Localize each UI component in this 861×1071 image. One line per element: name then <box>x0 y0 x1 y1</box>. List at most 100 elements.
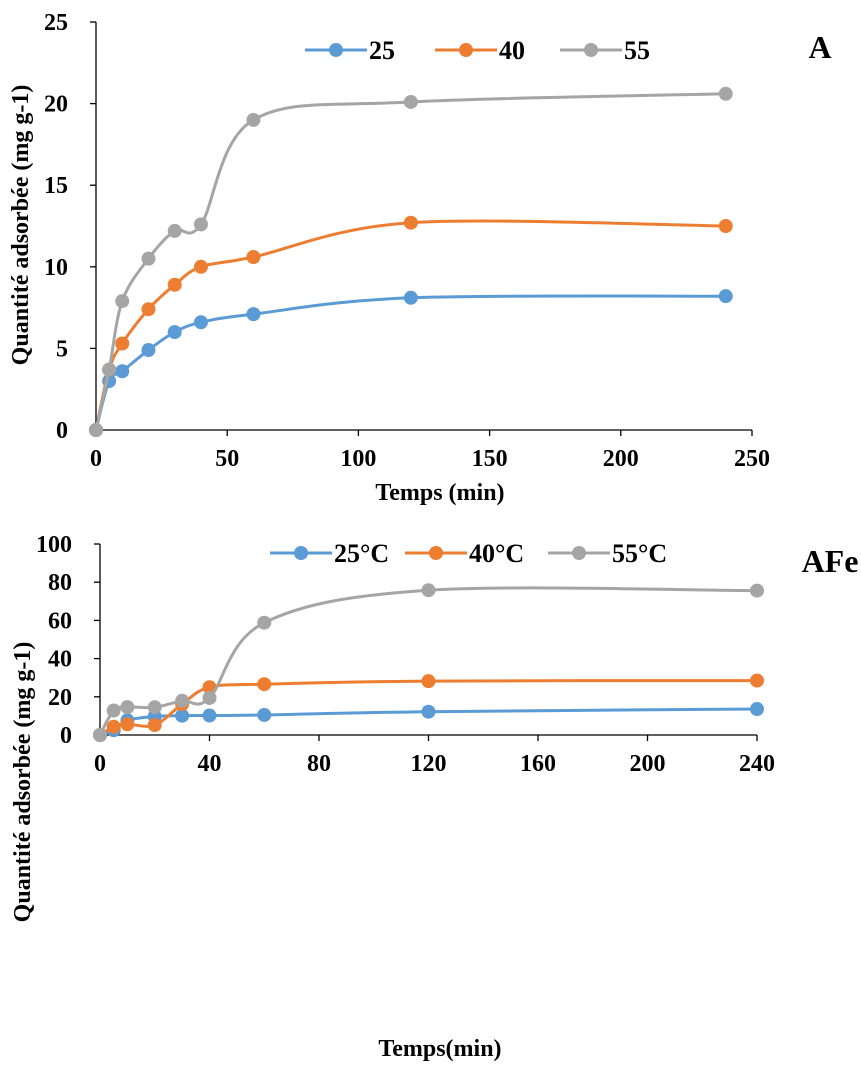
y-tick-label: 60 <box>48 608 72 634</box>
data-point <box>120 717 135 732</box>
y-tick-label: 20 <box>48 685 72 711</box>
y-tick-label: 15 <box>44 173 68 199</box>
x-tick-label: 200 <box>630 751 666 777</box>
y-tick-label: 25 <box>44 10 68 36</box>
panel-label: AFe <box>802 543 859 579</box>
data-point <box>147 700 162 715</box>
series-line <box>94 294 726 431</box>
data-point <box>141 343 156 358</box>
data-point <box>718 219 733 233</box>
y-tick-label: 100 <box>36 532 72 558</box>
series-line <box>94 92 726 431</box>
data-point <box>246 112 261 127</box>
data-point <box>718 289 733 304</box>
data-point <box>89 423 103 437</box>
y-tick-label: 40 <box>48 647 72 673</box>
legend-marker <box>572 546 586 560</box>
x-tick-label: 80 <box>307 751 331 777</box>
data-point <box>257 677 272 692</box>
data-point <box>202 690 217 705</box>
data-point <box>750 583 764 598</box>
data-point <box>167 325 182 340</box>
legend-entry: 55 <box>560 36 650 65</box>
data-point <box>421 583 436 598</box>
x-tick-label: 150 <box>472 446 508 472</box>
x-tick-label: 160 <box>520 751 556 777</box>
data-point <box>193 315 208 330</box>
data-point <box>403 215 418 230</box>
y-tick-label: 0 <box>56 418 68 444</box>
y-tick-label: 10 <box>44 255 68 281</box>
data-point <box>115 364 130 379</box>
x-tick-label: 50 <box>215 446 239 472</box>
x-tick-label: 200 <box>603 446 639 472</box>
x-axis-label: Temps(min) <box>378 1036 501 1062</box>
data-point <box>120 700 135 715</box>
legend-marker <box>459 43 473 57</box>
legend-entry: 40 <box>435 36 525 65</box>
y-tick-label: 5 <box>56 336 68 362</box>
y-axis-label: Quantité adsorbée (mg g-1) <box>8 85 34 366</box>
data-point <box>193 259 208 274</box>
data-point <box>102 362 117 377</box>
data-point <box>175 708 190 723</box>
data-point <box>147 718 162 733</box>
data-point <box>257 615 272 630</box>
data-point <box>246 250 261 265</box>
x-tick-label: 0 <box>90 446 102 472</box>
data-point <box>175 693 190 708</box>
data-point <box>246 307 261 322</box>
legend-marker <box>429 546 443 560</box>
data-point <box>718 86 733 101</box>
legend-marker <box>294 546 308 560</box>
legend-entry: 25 <box>305 36 395 65</box>
legend-entry: 40°C <box>405 539 524 568</box>
x-axis-label: Temps (min) <box>375 480 504 506</box>
x-tick-label: 100 <box>340 446 376 472</box>
legend-entry: 55°C <box>548 539 667 568</box>
data-point <box>141 251 156 266</box>
y-tick-label: 20 <box>44 92 68 118</box>
data-point <box>106 719 121 734</box>
legend-label: 55 <box>624 36 650 65</box>
x-tick-label: 250 <box>734 446 770 472</box>
y-axis-label: Quantité adsorbée (mg g-1) <box>10 642 36 923</box>
data-point <box>257 707 272 722</box>
data-point <box>421 704 436 719</box>
data-point <box>403 94 418 109</box>
series-0 <box>89 289 733 437</box>
data-point <box>202 708 217 723</box>
data-point <box>141 302 156 317</box>
x-tick-label: 40 <box>198 751 222 777</box>
data-point <box>421 674 436 689</box>
x-tick-label: 120 <box>411 751 447 777</box>
x-tick-label: 0 <box>94 751 106 777</box>
legend-marker <box>584 43 598 57</box>
data-point <box>115 336 130 351</box>
data-point <box>193 217 208 232</box>
panel-label: A <box>808 29 831 65</box>
series-2 <box>89 86 733 437</box>
legend-entry: 25°C <box>270 539 389 568</box>
series-line <box>94 219 726 431</box>
data-point <box>750 702 764 717</box>
legend-label: 40 <box>499 36 525 65</box>
legend-label: 25°C <box>334 539 389 568</box>
data-point <box>106 703 121 718</box>
chart-panel-a: A Temps (min) Quantité adsorbée (mg g-1)… <box>8 10 832 506</box>
y-tick-label: 80 <box>48 570 72 596</box>
data-point <box>167 223 182 238</box>
series-2 <box>93 583 764 742</box>
data-point <box>403 290 418 305</box>
data-point <box>750 673 764 688</box>
y-tick-label: 0 <box>60 723 72 749</box>
data-point <box>167 277 182 292</box>
legend-label: 25 <box>369 36 395 65</box>
data-point <box>115 294 130 309</box>
x-tick-label: 240 <box>739 751 775 777</box>
chart-panel-afe: AFe Temps(min) Quantité adsorbée (mg g-1… <box>10 532 858 1062</box>
legend-label: 55°C <box>612 539 667 568</box>
legend-marker <box>329 43 343 57</box>
legend-label: 40°C <box>469 539 524 568</box>
